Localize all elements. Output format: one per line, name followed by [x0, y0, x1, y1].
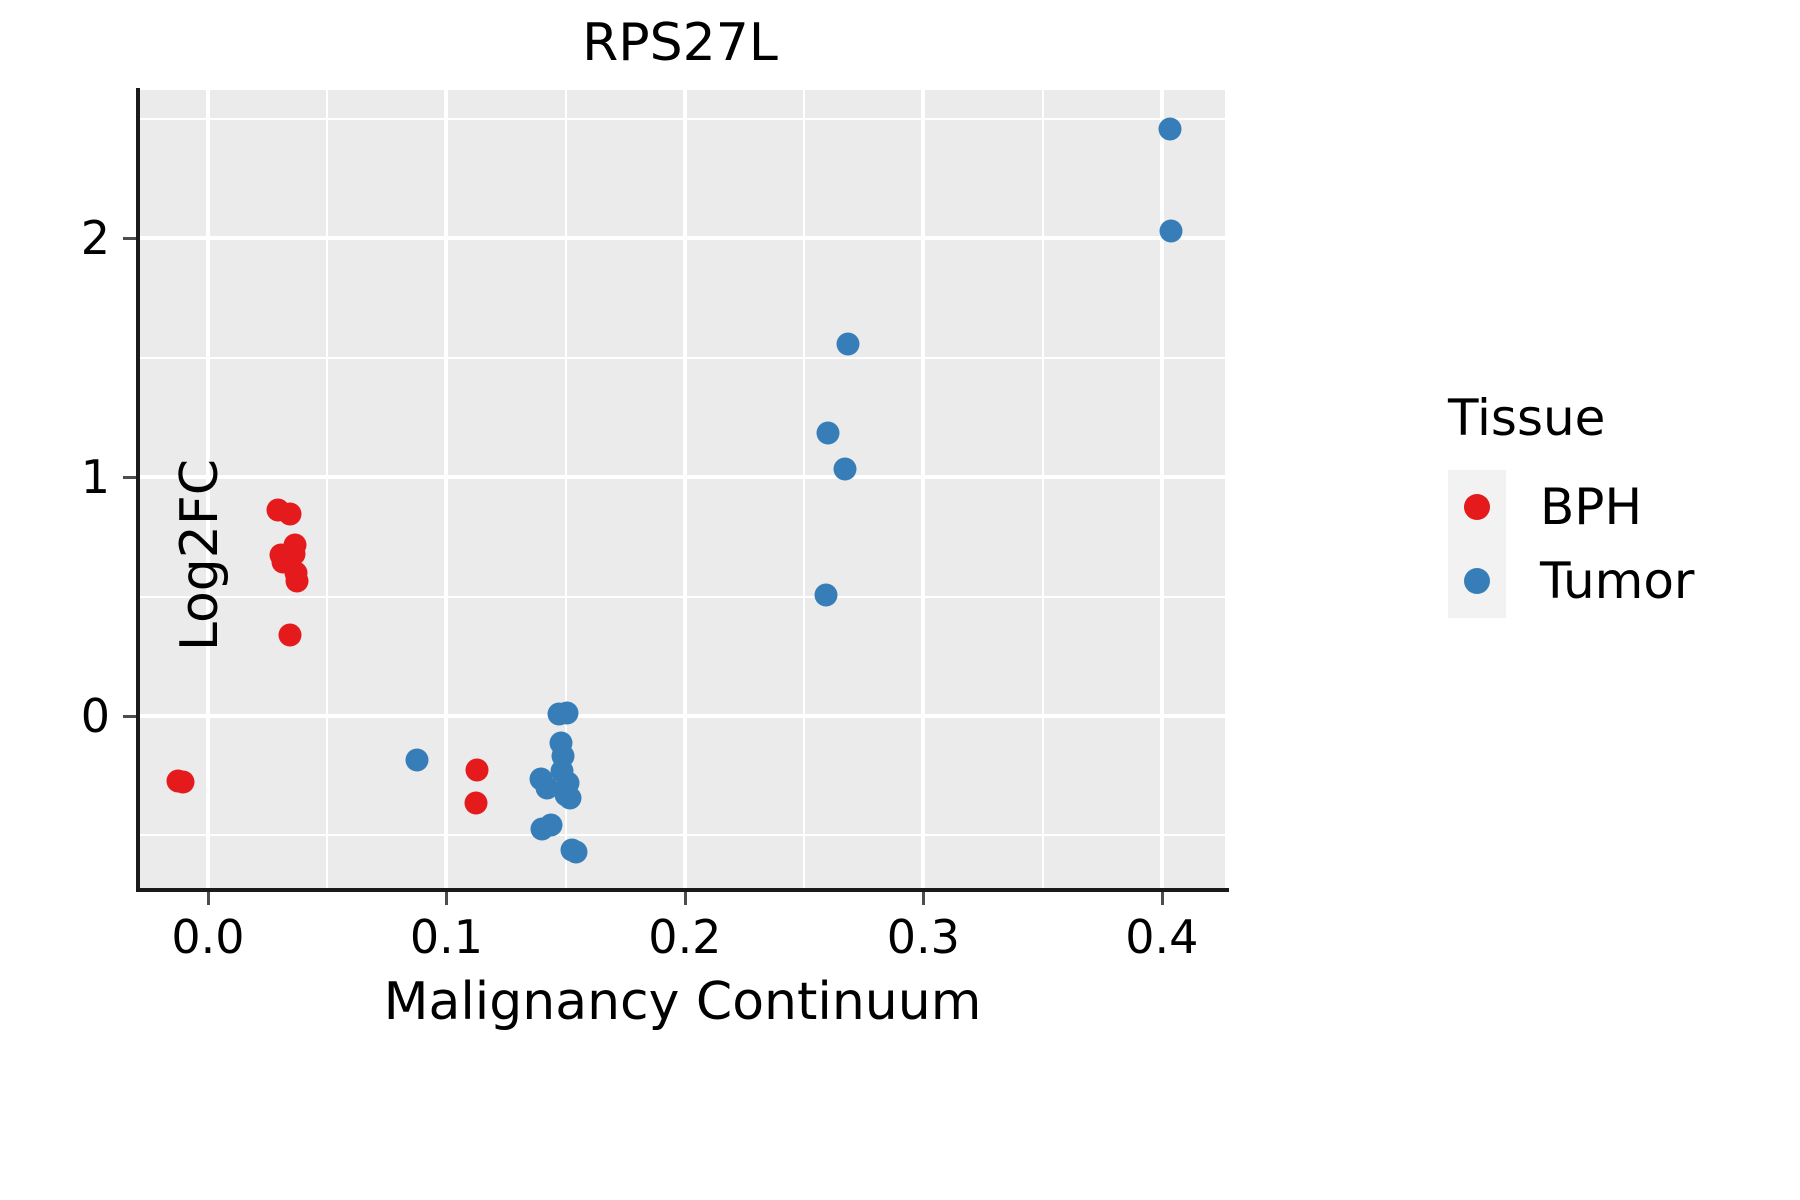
gridline-horizontal-minor	[140, 834, 1225, 837]
y-tick-mark	[123, 237, 136, 241]
data-point	[535, 776, 559, 800]
data-point	[282, 542, 306, 565]
data-point	[539, 813, 563, 837]
plot-area: Log2FC	[140, 90, 1225, 888]
x-tick-mark	[206, 892, 210, 905]
data-point	[464, 791, 488, 815]
gridline-horizontal-major	[140, 236, 1225, 241]
legend-dot-icon	[1464, 568, 1490, 594]
y-tick-label: 0	[80, 688, 110, 743]
legend-item-bph[interactable]: BPH	[1448, 470, 1788, 544]
data-point	[833, 457, 857, 481]
plot-panel	[140, 90, 1225, 888]
legend-item-label: Tumor	[1540, 552, 1695, 610]
x-tick-mark	[683, 892, 687, 905]
data-point	[816, 421, 840, 445]
y-tick-label: 1	[80, 450, 110, 505]
legend-item-label: BPH	[1540, 478, 1643, 536]
x-tick-mark	[922, 892, 926, 905]
x-tick-mark	[445, 892, 449, 905]
data-point	[405, 748, 429, 772]
gridline-vertical-major	[205, 90, 210, 888]
data-point	[1158, 117, 1182, 141]
gridline-vertical-major	[444, 90, 449, 888]
y-axis-spine	[136, 88, 140, 890]
x-tick-label: 0.0	[171, 910, 245, 964]
gridline-horizontal-minor	[140, 595, 1225, 598]
x-axis-spine	[136, 888, 1229, 892]
x-tick-label: 0.3	[886, 910, 960, 964]
data-point	[465, 758, 489, 782]
gridline-vertical-major	[921, 90, 926, 888]
y-tick-mark	[123, 476, 136, 480]
x-axis-label: Malignancy Continuum	[383, 972, 982, 1032]
gridline-vertical-minor	[1041, 90, 1044, 888]
legend: Tissue BPH Tumor	[1448, 388, 1788, 618]
legend-title: Tissue	[1448, 389, 1606, 447]
x-tick-label: 0.2	[648, 910, 722, 964]
y-tick-mark	[123, 714, 136, 718]
legend-key-swatch	[1448, 544, 1506, 618]
gridline-vertical-major	[682, 90, 687, 888]
gridline-horizontal-major	[140, 713, 1225, 718]
data-point	[278, 623, 302, 647]
data-point	[836, 332, 860, 356]
data-point	[814, 583, 838, 607]
gridline-horizontal-minor	[140, 356, 1225, 359]
data-point	[278, 502, 302, 526]
x-tick-mark	[1160, 892, 1164, 905]
data-point	[1159, 219, 1183, 243]
gridline-vertical-minor	[326, 90, 329, 888]
data-point	[564, 840, 588, 864]
legend-dot-icon	[1464, 494, 1490, 520]
data-point	[558, 786, 582, 810]
legend-item-tumor[interactable]: Tumor	[1448, 544, 1788, 618]
gridline-horizontal-minor	[140, 117, 1225, 120]
legend-items: BPH Tumor	[1448, 470, 1788, 618]
data-point	[285, 569, 309, 593]
legend-key-swatch	[1448, 470, 1506, 544]
x-tick-label: 0.1	[409, 910, 483, 964]
chart-title: RPS27L	[582, 13, 778, 73]
x-tick-label: 0.4	[1125, 910, 1199, 964]
gridline-vertical-major	[1159, 90, 1164, 888]
gridline-horizontal-major	[140, 475, 1225, 480]
y-tick-label: 2	[80, 211, 110, 266]
gridline-vertical-minor	[803, 90, 806, 888]
y-axis-label: Log2FC	[170, 458, 230, 652]
data-point	[555, 701, 579, 725]
data-point	[171, 770, 195, 794]
gridline-vertical-minor	[564, 90, 567, 888]
